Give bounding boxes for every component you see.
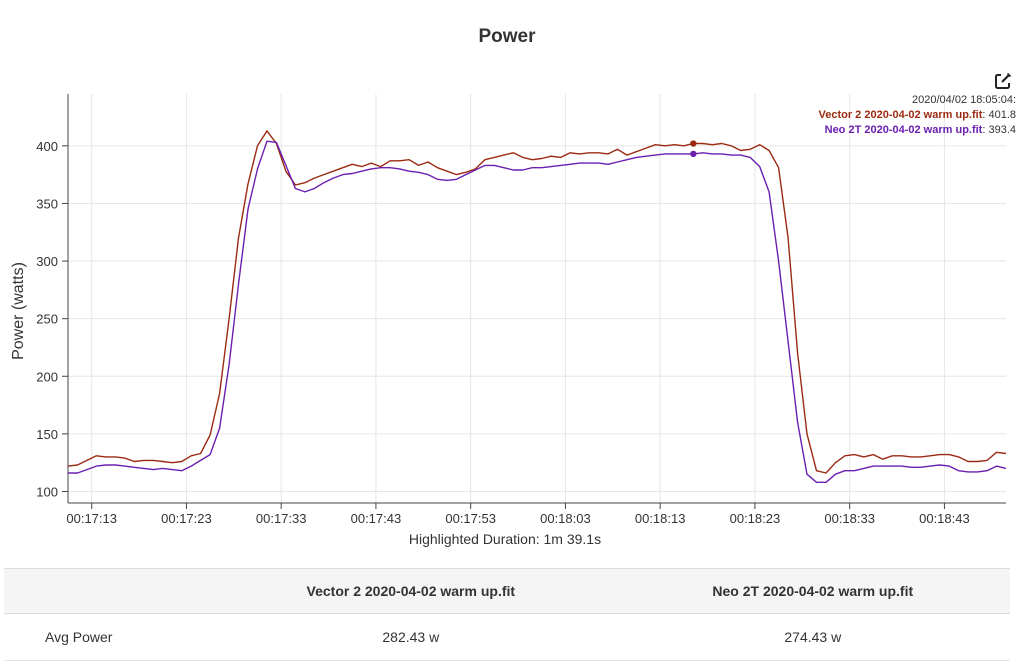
series-line-neo (68, 140, 1007, 483)
tooltip-row-vector: Vector 2 2020-04-02 warm up.fit: 401.8 (819, 108, 1017, 123)
y-tick-label: 400 (36, 139, 58, 154)
series-lines (67, 130, 1007, 483)
y-tick-label: 300 (36, 254, 58, 269)
x-tick-label: 00:18:43 (919, 511, 970, 526)
tooltip-time: 2020/04/02 18:05:04: (912, 94, 1016, 106)
summary-value-neo: 274.43 w (615, 613, 1010, 661)
summary-row-label: Avg Power (4, 613, 206, 661)
highlight-point (690, 140, 697, 147)
axes (62, 94, 1006, 509)
x-tick-label: 00:17:13 (66, 511, 117, 526)
y-axis-title: Power (watts) (10, 262, 27, 360)
tick-labels: 100 150 200 250 300 350 400 00:17:13 00:17:23 00:… (36, 139, 969, 526)
x-tick-label: 00:17:33 (256, 511, 307, 526)
summary-header-empty (4, 568, 206, 614)
y-tick-label: 250 (36, 312, 58, 327)
chart-title: Power (478, 26, 536, 47)
tooltip-row-neo: Neo 2T 2020-04-02 warm up.fit: 393.4 (819, 123, 1016, 138)
x-tick-label: 00:18:13 (635, 511, 686, 526)
x-tick-label: 00:17:53 (445, 511, 496, 526)
grid (68, 94, 1006, 503)
summary-header-vector: Vector 2 2020-04-02 warm up.fit (206, 568, 616, 614)
x-tick-label: 00:17:43 (351, 511, 402, 526)
highlight-markers (690, 140, 697, 158)
highlight-point (690, 150, 697, 158)
y-tick-label: 100 (36, 484, 58, 499)
summary-table: Vector 2 2020-04-02 warm up.fit Neo 2T 2… (4, 568, 1010, 661)
y-tick-label: 150 (36, 427, 58, 442)
x-tick-label: 00:18:23 (730, 511, 781, 526)
summary-header-neo: Neo 2T 2020-04-02 warm up.fit (615, 568, 1010, 614)
summary-value-vector: 282.43 w (206, 613, 616, 661)
x-tick-label: 00:18:03 (540, 511, 591, 526)
power-chart: 100 150 200 250 300 350 400 00:17:13 00:17:23 00:… (10, 94, 1007, 526)
y-tick-label: 200 (36, 369, 58, 384)
tooltip-series-value: : 401.8 (982, 109, 1016, 121)
tooltip-series-name: Neo 2T 2020-04-02 warm up.fit (824, 124, 983, 136)
tooltip-series-name: Vector 2 2020-04-02 warm up.fit (818, 109, 983, 121)
series-line-vector (67, 130, 1007, 474)
table-row: Avg Power 282.43 w 274.43 w (4, 613, 1010, 661)
summary-header-row: Vector 2 2020-04-02 warm up.fit Neo 2T 2… (4, 568, 1010, 614)
tooltip-series-value: : 393.4 (982, 124, 1016, 136)
edit-icon[interactable] (994, 72, 1012, 90)
x-tick-label: 00:17:23 (161, 511, 212, 526)
y-tick-label: 350 (36, 196, 58, 211)
hover-tooltip: 2020/04/02 18:05:04: Vector 2 2020-04-02… (819, 93, 1017, 138)
highlighted-duration: Highlighted Duration: 1m 39.1s (408, 531, 602, 547)
x-tick-label: 00:18:33 (824, 511, 875, 526)
